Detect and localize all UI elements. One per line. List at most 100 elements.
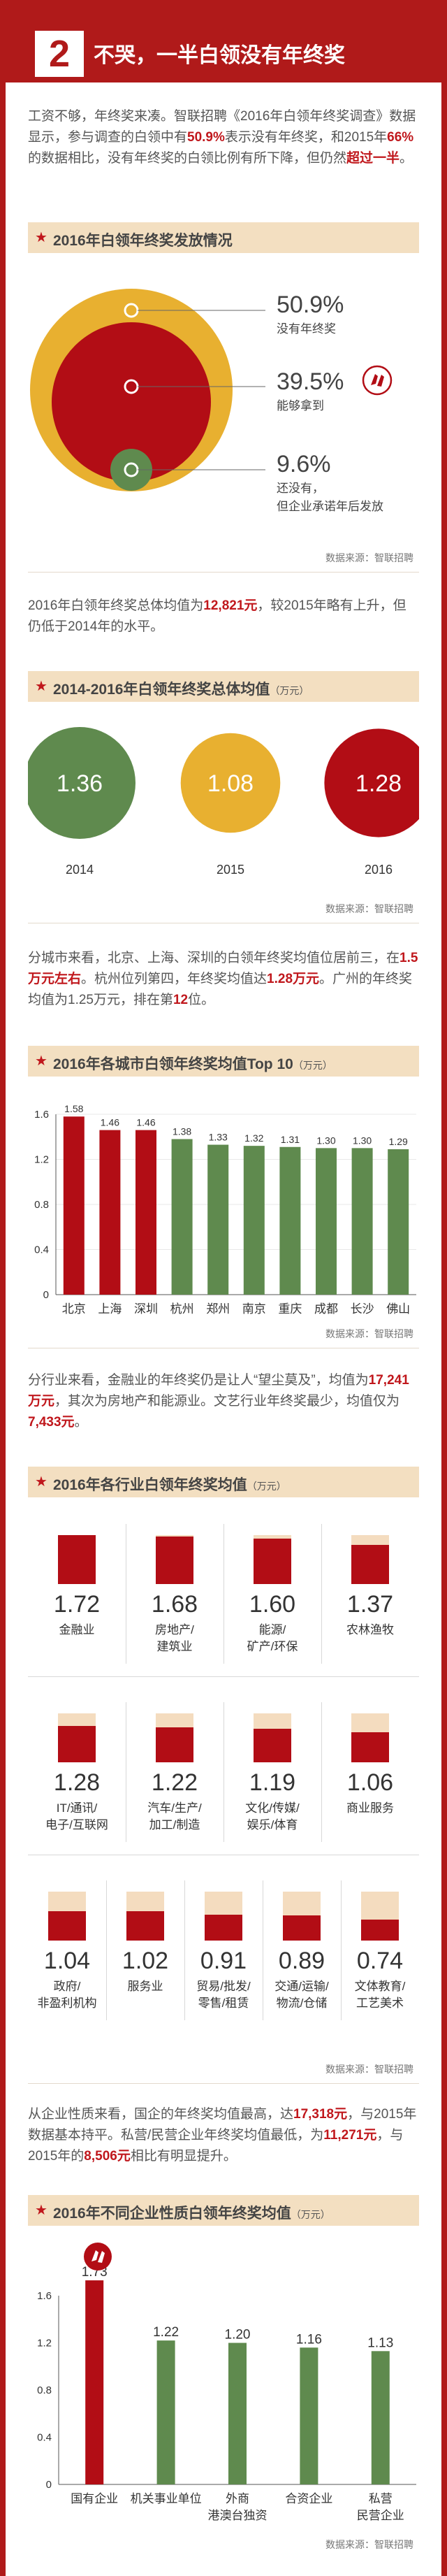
- x-tick-label: 重庆: [278, 1302, 302, 1316]
- x-tick-label: 私营: [369, 2492, 393, 2505]
- y-tick-label: 0.4: [34, 1244, 49, 1256]
- industry-value: 1.02: [122, 1948, 169, 1974]
- industry-name: 政府/非盈利机构: [37, 1980, 97, 2010]
- tile-divider: [184, 1880, 185, 2020]
- industry-value: 0.74: [356, 1948, 404, 1974]
- x-tick-label: 佛山: [386, 1302, 410, 1316]
- year-value-label: 1.08: [207, 770, 254, 797]
- x-tick-label: 合资企业: [285, 2492, 332, 2505]
- bar-value-label: 1.46: [101, 1117, 119, 1128]
- bar-value-label: 1.31: [281, 1134, 300, 1145]
- industry-name: IT/通讯/电子/互联网: [45, 1801, 108, 1832]
- industry-value: 1.60: [249, 1591, 296, 1618]
- source-note: 数据来源：智联招聘: [325, 903, 413, 914]
- intro-paragraph: 工资不够，年终奖来凑。智联招聘《2016年白领年终奖调查》数据显示，参与调查的白…: [28, 109, 416, 166]
- year-value-label: 1.28: [356, 770, 402, 797]
- industry-bar: [205, 1914, 242, 1941]
- industry-bar: [254, 1538, 291, 1584]
- x-tick-label: 深圳: [134, 1302, 158, 1316]
- chart-title: 2016年白领年终奖发放情况: [53, 233, 233, 249]
- chart-title: 2016年各行业白领年终奖均值（万元）: [53, 1477, 286, 1493]
- section-pie-title-bar: ★ 2016年白领年终奖发放情况: [28, 222, 419, 253]
- y-tick-label: 0: [46, 2479, 52, 2491]
- bar: [63, 1116, 85, 1295]
- hands-icon-circle: [84, 2243, 112, 2271]
- bar: [207, 1144, 229, 1295]
- year-circle-chart: 1.36 2014 1.08 2015 1.28 2016: [28, 727, 419, 877]
- industry-bar: [156, 1536, 193, 1584]
- source-note: 数据来源：智联招聘: [325, 2064, 413, 2075]
- industry-name: 农林渔牧: [346, 1623, 394, 1636]
- industry-name: 金融业: [59, 1623, 95, 1636]
- x-tick-label: 外商: [226, 2492, 249, 2505]
- tile-divider: [106, 1880, 107, 2020]
- chart-title: 2016年各城市白领年终奖均值Top 10（万元）: [53, 1056, 332, 1072]
- x-tick-label: 民营企业: [357, 2509, 404, 2522]
- section-city-title-bar: ★ 2016年各城市白领年终奖均值Top 10（万元）: [28, 1046, 419, 1077]
- y-tick-label: 1.2: [37, 2338, 52, 2350]
- industry-name: 文体教育/工艺美术: [354, 1980, 406, 2010]
- y-tick-label: 0.4: [37, 2432, 52, 2444]
- bar: [243, 1146, 265, 1295]
- section-enterprise-title-bar: ★ 2016年不同企业性质白领年终奖均值（万元）: [28, 2195, 419, 2226]
- paragraph-industry: 分行业来看，金融业的年终奖仍是让人“望尘莫及”，均值为17,241万元，其次为房…: [28, 1373, 409, 1430]
- star-icon: ★: [35, 1053, 47, 1069]
- source-note: 数据来源：智联招聘: [325, 2539, 413, 2550]
- y-tick-label: 1.6: [34, 1109, 49, 1121]
- bar-value-label: 1.33: [209, 1132, 228, 1143]
- star-icon: ★: [35, 2203, 47, 2218]
- chart-title: 2016年不同企业性质白领年终奖均值（万元）: [53, 2206, 330, 2222]
- bar: [371, 2351, 390, 2484]
- industry-value: 1.28: [53, 1769, 101, 1796]
- industry-name: 商业服务: [346, 1801, 394, 1815]
- x-tick-label: 南京: [242, 1302, 266, 1316]
- industry-value: 0.91: [200, 1948, 247, 1974]
- hands-icon-glyph: [91, 2250, 105, 2263]
- industry-bar: [283, 1915, 321, 1941]
- year-circle-2015: [180, 733, 281, 833]
- section-industry-title-bar: ★ 2016年各行业白领年终奖均值（万元）: [28, 1467, 419, 1497]
- y-tick-label: 0.8: [37, 2384, 52, 2396]
- star-icon: ★: [35, 679, 47, 694]
- bar-value-label: 1.16: [296, 2332, 322, 2347]
- y-tick-label: 1.6: [37, 2290, 52, 2302]
- bar-value-label: 1.32: [244, 1132, 263, 1144]
- y-tick-label: 0: [43, 1289, 49, 1301]
- bar-value-label: 1.46: [136, 1117, 155, 1128]
- industry-bar: [254, 1728, 291, 1762]
- section-title: 不哭，一半白领没有年终奖: [94, 44, 345, 67]
- divider: [28, 572, 419, 573]
- industry-bar: [48, 1911, 86, 1941]
- industry-bar: [351, 1732, 389, 1762]
- x-tick-label: 杭州: [170, 1302, 194, 1316]
- industry-bar: [351, 1545, 389, 1584]
- bar-value-label: 1.30: [353, 1135, 372, 1146]
- star-icon: ★: [35, 1474, 47, 1490]
- x-tick-label: 国有企业: [71, 2492, 118, 2505]
- x-tick-label: 上海: [98, 1302, 122, 1316]
- industry-value: 1.37: [346, 1591, 394, 1618]
- bar-value-label: 1.58: [64, 1103, 83, 1114]
- year-category-label: 2014: [66, 863, 94, 877]
- bar: [156, 2340, 175, 2484]
- nested-circle-chart: [30, 289, 393, 491]
- pie-label-3: 9.6% 还没有， 但企业承诺年后发放: [277, 451, 383, 513]
- tile-divider: [321, 1702, 322, 1842]
- divider: [28, 2083, 419, 2084]
- year-circle-2014: [28, 727, 135, 839]
- bar: [300, 2347, 318, 2484]
- x-tick-label: 港澳台独资: [208, 2509, 268, 2522]
- chart-title: 2014-2016年白领年终奖总体均值（万元）: [53, 682, 309, 698]
- bar: [99, 1130, 121, 1295]
- industry-value: 1.04: [43, 1948, 91, 1974]
- bar-value-label: 1.20: [225, 2328, 251, 2343]
- bar: [351, 1148, 373, 1295]
- bar: [85, 2280, 104, 2484]
- tile-divider: [341, 1880, 342, 2020]
- section-number: 2: [35, 31, 84, 77]
- y-tick-label: 0.8: [34, 1199, 49, 1211]
- bar: [388, 1149, 409, 1295]
- industry-bar: [361, 1919, 399, 1941]
- x-tick-label: 北京: [62, 1302, 86, 1316]
- industry-name: 房地产/建筑业: [155, 1623, 194, 1653]
